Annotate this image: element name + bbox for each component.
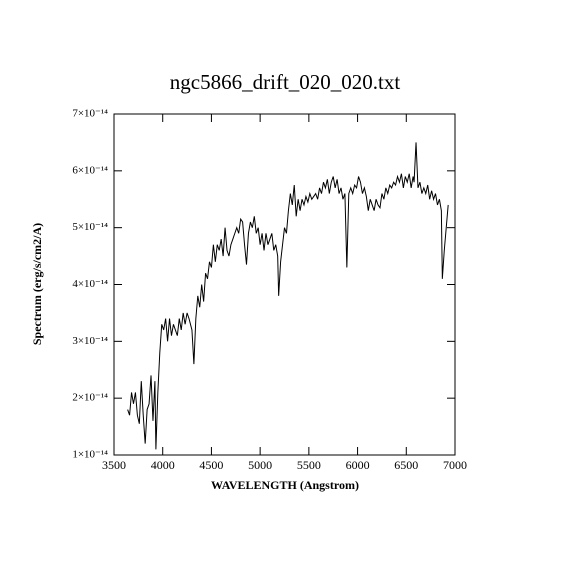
x-tick-label: 7000 — [443, 458, 467, 472]
chart-title: ngc5866_drift_020_020.txt — [170, 70, 401, 94]
y-tick-label: 1×10⁻¹⁴ — [72, 449, 108, 461]
x-tick-label: 3500 — [102, 458, 126, 472]
x-tick-label: 6500 — [394, 458, 418, 472]
y-axis-label: Spectrum (erg/s/cm2/A) — [30, 223, 44, 345]
x-tick-label: 4000 — [151, 458, 175, 472]
x-tick-label: 5500 — [297, 458, 321, 472]
y-tick-label: 3×10⁻¹⁴ — [72, 335, 108, 347]
y-tick-label: 2×10⁻¹⁴ — [72, 392, 108, 404]
x-tick-label: 4500 — [199, 458, 223, 472]
y-tick-label: 7×10⁻¹⁴ — [72, 108, 108, 120]
spectrum-line — [127, 142, 449, 450]
x-tick-label: 5000 — [248, 458, 272, 472]
x-axis-label: WAVELENGTH (Angstrom) — [211, 478, 359, 492]
y-tick-label: 5×10⁻¹⁴ — [72, 221, 108, 233]
y-tick-label: 4×10⁻¹⁴ — [72, 278, 108, 290]
y-tick-label: 6×10⁻¹⁴ — [72, 164, 108, 176]
x-tick-label: 6000 — [346, 458, 370, 472]
